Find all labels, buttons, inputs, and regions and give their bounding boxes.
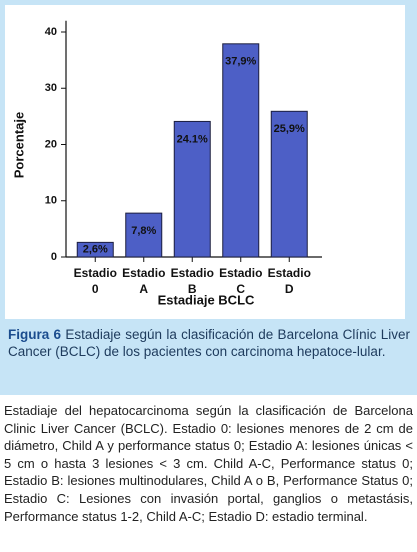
body-text: Estadiaje del hepatocarcinoma según la c… xyxy=(4,403,413,524)
x-tick-label: Estadio A xyxy=(122,266,166,296)
bar xyxy=(270,110,308,258)
y-tick-label: 20 xyxy=(45,138,57,150)
y-tick-label: 10 xyxy=(45,195,57,207)
value-label: 7,8% xyxy=(131,225,156,237)
bar xyxy=(222,43,260,258)
y-tick-label: 0 xyxy=(51,251,57,263)
x-tick-label: Estadio D xyxy=(267,266,311,296)
figure-caption: Figura 6 Estadiaje según la clasificació… xyxy=(8,326,410,360)
chart: Porcentaje Estadiaje BCLC 0 10 20 30 40 2,6% 7… xyxy=(5,5,405,319)
bar xyxy=(173,120,211,258)
value-label: 24.1% xyxy=(177,133,208,145)
value-label: 37,9% xyxy=(225,56,256,68)
x-tick-label: Estadio 0 xyxy=(73,266,117,296)
bar xyxy=(125,212,163,258)
value-label: 25,9% xyxy=(274,123,305,135)
y-tick-label: 40 xyxy=(45,26,57,38)
caption-label: Figura 6 xyxy=(8,327,62,342)
x-tick-label: Estadio C xyxy=(219,266,263,296)
bar xyxy=(76,241,114,258)
x-axis-title: Estadiaje BCLC xyxy=(158,292,255,307)
caption-text: Estadiaje según la clasificación de Barc… xyxy=(8,327,410,359)
y-axis-title: Porcentaje xyxy=(11,112,26,178)
y-tick-label: 30 xyxy=(45,82,57,94)
value-label: 2,6% xyxy=(83,244,108,256)
x-tick-label: Estadio B xyxy=(170,266,214,296)
